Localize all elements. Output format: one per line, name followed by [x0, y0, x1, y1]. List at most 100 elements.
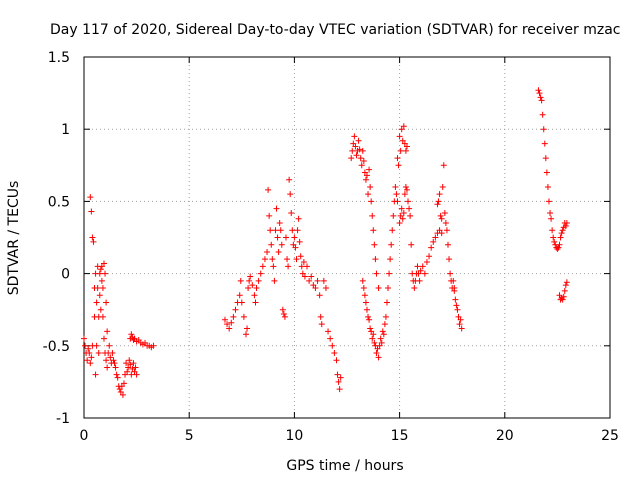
- data-point: [366, 316, 373, 323]
- data-point: [245, 285, 252, 292]
- data-point: [400, 123, 407, 130]
- data-point: [275, 248, 282, 255]
- data-point: [562, 222, 569, 229]
- data-point: [237, 277, 244, 284]
- data-point: [124, 368, 131, 375]
- data-point: [329, 342, 336, 349]
- data-point: [86, 350, 93, 357]
- data-point: [370, 331, 377, 338]
- data-point: [285, 263, 292, 270]
- data-point: [284, 256, 291, 263]
- data-point: [362, 299, 369, 306]
- data-point: [334, 371, 341, 378]
- data-point: [447, 270, 454, 277]
- data-point: [133, 371, 140, 378]
- data-point: [88, 208, 95, 215]
- data-point: [440, 162, 447, 169]
- data-point: [363, 172, 370, 179]
- data-point: [228, 319, 235, 326]
- data-point: [335, 378, 342, 385]
- data-point: [282, 234, 289, 241]
- data-point: [294, 227, 301, 234]
- data-point: [358, 162, 365, 169]
- data-point: [367, 325, 374, 332]
- data-point: [96, 292, 103, 299]
- data-point: [536, 90, 543, 97]
- data-point: [401, 191, 408, 198]
- y-tick-label: 1: [61, 122, 70, 138]
- data-point: [276, 220, 283, 227]
- data-point: [547, 209, 554, 216]
- data-point: [544, 183, 551, 190]
- data-point: [377, 335, 384, 342]
- data-point: [543, 169, 550, 176]
- data-point: [362, 176, 369, 183]
- data-point: [244, 325, 251, 332]
- data-point: [297, 253, 304, 260]
- data-point: [369, 212, 376, 219]
- data-point: [396, 220, 403, 227]
- data-point: [318, 321, 325, 328]
- data-point: [301, 273, 308, 280]
- data-point: [416, 277, 423, 284]
- data-point: [102, 270, 109, 277]
- data-point: [394, 155, 401, 162]
- data-point: [385, 285, 392, 292]
- data-point: [103, 299, 110, 306]
- data-point: [379, 328, 386, 335]
- data-point: [100, 335, 107, 342]
- data-point: [271, 277, 278, 284]
- data-point: [454, 306, 461, 313]
- data-point: [444, 241, 451, 248]
- data-point: [378, 339, 385, 346]
- data-point: [85, 345, 92, 352]
- data-point: [95, 350, 102, 357]
- data-point: [316, 292, 323, 299]
- data-point: [443, 227, 450, 234]
- data-point: [273, 205, 280, 212]
- data-point: [535, 87, 542, 94]
- data-point: [289, 227, 296, 234]
- data-point: [357, 155, 364, 162]
- data-point: [278, 241, 285, 248]
- data-point: [371, 241, 378, 248]
- data-point: [360, 285, 367, 292]
- x-tick-label: 0: [80, 428, 89, 444]
- data-point: [559, 227, 566, 234]
- data-point: [120, 380, 127, 387]
- data-point: [367, 183, 374, 190]
- data-point: [396, 133, 403, 140]
- data-point: [394, 198, 401, 205]
- data-point: [353, 152, 360, 159]
- data-point: [428, 244, 435, 251]
- data-point: [551, 238, 558, 245]
- data-point: [104, 364, 111, 371]
- data-point: [403, 143, 410, 150]
- data-point: [369, 335, 376, 342]
- data-point: [130, 360, 137, 367]
- x-axis-label: GPS time / hours: [286, 458, 403, 474]
- data-point: [419, 263, 426, 270]
- data-point: [539, 111, 546, 118]
- data-point: [540, 126, 547, 133]
- data-point: [556, 241, 563, 248]
- data-point: [249, 282, 256, 289]
- data-point: [89, 234, 96, 241]
- data-point: [113, 371, 120, 378]
- data-point: [128, 331, 135, 338]
- data-point: [348, 155, 355, 162]
- data-point: [365, 191, 372, 198]
- data-point: [368, 198, 375, 205]
- data-point: [408, 241, 415, 248]
- data-point: [238, 299, 245, 306]
- chart-title: Day 117 of 2020, Sidereal Day-to-day VTE…: [50, 22, 620, 38]
- data-point: [398, 205, 405, 212]
- data-point: [261, 256, 268, 263]
- data-point: [382, 313, 389, 320]
- data-point: [388, 241, 395, 248]
- data-point: [558, 230, 565, 237]
- data-point: [435, 198, 442, 205]
- data-point: [106, 342, 113, 349]
- data-point: [563, 279, 570, 286]
